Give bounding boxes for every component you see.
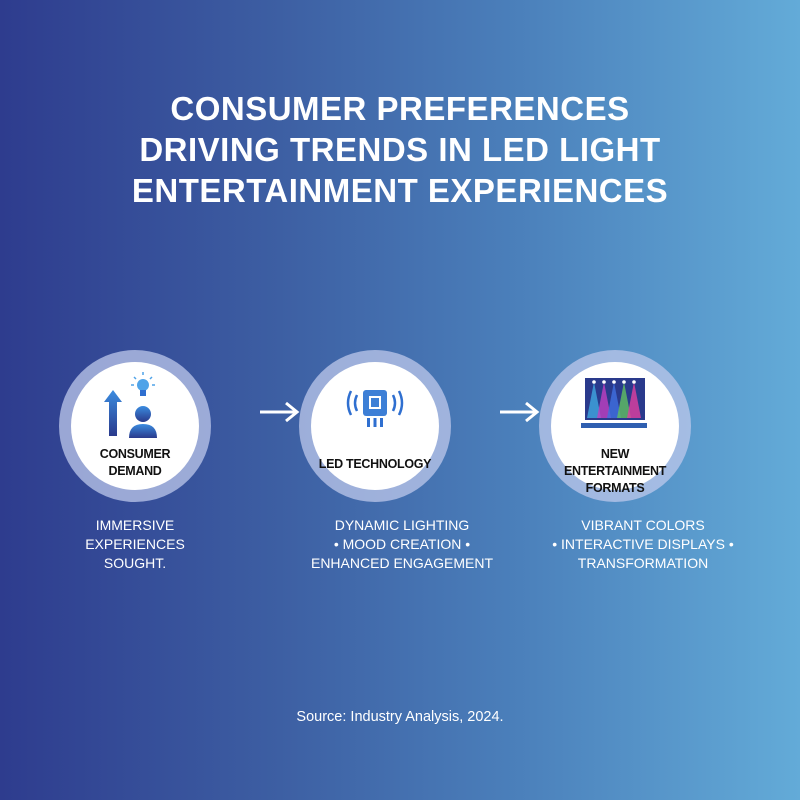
person-arrow-lightbulb-icon <box>104 372 157 438</box>
step-label: CONSUMER DEMAND <box>99 447 171 478</box>
arrow-right-icon <box>260 401 300 423</box>
step-led-technology: LED TECHNOLOGY <box>299 350 451 502</box>
step-label: NEW ENTERTAINMENT FORMATS <box>563 447 667 495</box>
led-chip-icon <box>346 390 404 427</box>
title-line: ENTERTAINMENT EXPERIENCES <box>131 172 669 209</box>
title-line: CONSUMER PREFERENCES <box>170 90 630 127</box>
source-note: Source: Industry Analysis, 2024. <box>296 709 504 725</box>
title-line: DRIVING TRENDS IN LED LIGHT <box>139 131 661 168</box>
stage-lights-screen-icon <box>581 378 647 428</box>
step-new-entertainment-formats: NEW ENTERTAINMENT FORMATS <box>539 350 691 502</box>
arrow-right-icon <box>500 401 540 423</box>
step-label: LED TECHNOLOGY <box>318 457 432 471</box>
step-description: DYNAMIC LIGHTING • MOOD CREATION • ENHANCE… <box>310 517 494 571</box>
page-title: CONSUMER PREFERENCES DRIVING TRENDS IN L… <box>0 88 800 211</box>
step-description: VIBRANT COLORS • INTERACTIVE DISPLAYS • TR… <box>552 517 734 571</box>
step-consumer-demand: CONSUMER DEMAND <box>59 350 211 502</box>
step-description: IMMERSIVE EXPERIENCES SOUGHT. <box>85 517 185 571</box>
